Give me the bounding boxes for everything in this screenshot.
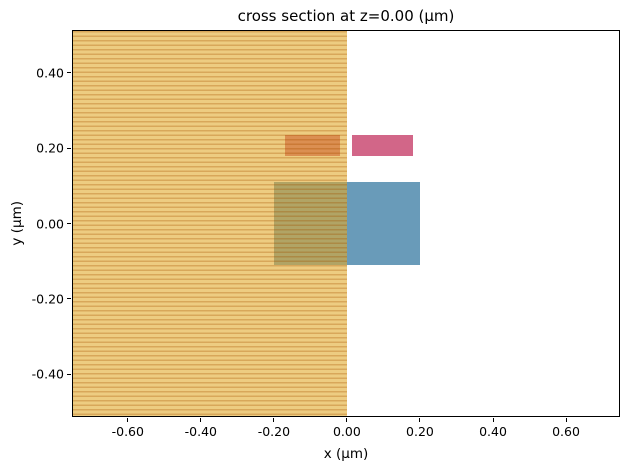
x-tick-mark: [200, 418, 202, 422]
upper-right-slab-rect: [352, 134, 413, 156]
y-tick-label: -0.20: [31, 291, 64, 307]
background-medium-rect: [73, 31, 347, 416]
x-tick-label: -0.40: [184, 424, 217, 439]
y-tick-mark: [67, 223, 71, 224]
x-tick-label: -0.20: [257, 424, 291, 439]
x-tick-mark: [346, 418, 348, 422]
y-tick-label: -0.40: [31, 366, 64, 382]
x-tick-mark: [273, 418, 275, 422]
y-tick-label: 0.40: [36, 65, 64, 81]
y-axis-label-text: y (μm): [9, 201, 25, 246]
x-tick-mark: [419, 418, 421, 422]
y-tick-mark: [67, 147, 71, 149]
x-tick-label: 0.20: [406, 424, 434, 439]
x-tick-label: 0.00: [332, 424, 361, 439]
x-tick-mark: [127, 418, 129, 422]
plot-area: -0.60 -0.40 -0.20 0.00 0.20 0.40 0.60 0.40 0.20 0…: [32, 30, 620, 439]
y-tick-label: 0.00: [36, 216, 64, 231]
x-tick-label: 0.60: [552, 424, 580, 439]
y-tick-label: 0.20: [36, 140, 64, 156]
y-tick-mark: [67, 72, 71, 74]
y-tick-mark: [67, 373, 71, 375]
shapes-layer: [73, 31, 619, 416]
x-tick-label: -0.60: [111, 424, 144, 439]
x-tick-mark: [565, 418, 567, 422]
plot-title: cross section at z=0.00 (μm): [237, 7, 455, 25]
x-axis-label: x (μm): [323, 446, 369, 462]
y-tick-mark: [67, 298, 71, 300]
y-axis-label: y (μm): [8, 30, 26, 417]
x-tick-label: 0.40: [479, 424, 507, 439]
x-tick-mark: [492, 418, 494, 422]
